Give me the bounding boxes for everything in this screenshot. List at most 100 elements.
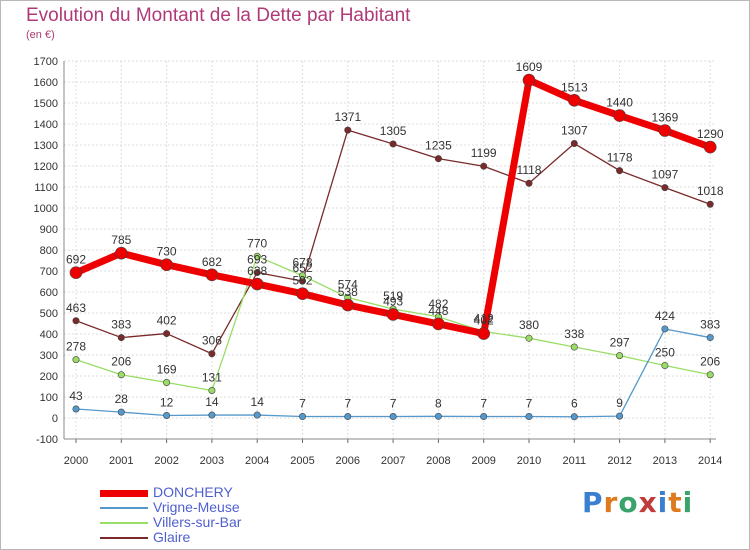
data-label-vrigne-meuse: 7 — [344, 397, 351, 411]
data-point-glaire — [253, 268, 261, 276]
data-point-vrigne-meuse — [480, 413, 488, 421]
data-point-donchery — [522, 73, 536, 87]
logo-letter: o — [618, 486, 639, 519]
data-point-villers-sur-bar — [570, 343, 578, 351]
y-tick-label: 1400 — [34, 119, 58, 131]
data-point-donchery — [613, 109, 626, 122]
x-tick-label: 2000 — [64, 455, 88, 467]
data-label-glaire: 402 — [157, 314, 177, 328]
data-label-vrigne-meuse: 383 — [700, 318, 720, 332]
data-label-vrigne-meuse: 14 — [205, 395, 219, 409]
data-label-glaire: 652 — [292, 261, 312, 275]
data-label-villers-sur-bar: 770 — [247, 236, 267, 250]
y-tick-label: 100 — [40, 392, 58, 404]
data-label-villers-sur-bar: 250 — [655, 346, 675, 360]
data-label-glaire: 463 — [66, 301, 86, 315]
data-point-glaire — [344, 126, 352, 134]
data-label-villers-sur-bar: 169 — [157, 363, 177, 377]
data-point-glaire — [389, 140, 397, 148]
data-label-donchery: 538 — [338, 285, 358, 299]
data-label-villers-sur-bar: 678 — [292, 256, 312, 270]
data-label-vrigne-meuse: 12 — [160, 395, 174, 409]
x-tick-label: 2003 — [200, 455, 224, 467]
y-tick-label: 1700 — [34, 56, 58, 68]
y-tick-label: 700 — [40, 266, 58, 278]
data-point-glaire — [163, 330, 171, 338]
data-label-donchery: 692 — [66, 253, 86, 267]
y-tick-label: 600 — [40, 287, 58, 299]
data-label-vrigne-meuse: 424 — [655, 309, 675, 323]
logo-letter: r — [603, 486, 619, 519]
data-label-glaire: 1018 — [697, 184, 724, 198]
data-label-glaire: 1371 — [334, 110, 361, 124]
x-tick-label: 2007 — [381, 455, 405, 467]
y-tick-label: 800 — [40, 245, 58, 257]
y-tick-label: 200 — [40, 371, 58, 383]
legend-label: Vrigne-Meuse — [153, 499, 240, 515]
y-tick-label: 0 — [52, 413, 58, 425]
data-point-donchery — [205, 268, 219, 282]
x-tick-label: 2012 — [607, 455, 631, 467]
data-point-donchery — [160, 258, 173, 272]
logo-letter: x — [638, 486, 658, 519]
data-label-glaire: 1097 — [652, 168, 679, 182]
data-point-vrigne-meuse — [344, 413, 352, 421]
x-tick-label: 2005 — [290, 455, 314, 467]
data-point-vrigne-meuse — [661, 325, 669, 333]
data-point-glaire — [706, 200, 714, 208]
data-point-villers-sur-bar — [706, 371, 714, 379]
data-point-vrigne-meuse — [434, 412, 442, 420]
data-point-glaire — [525, 179, 533, 187]
data-label-donchery: 1369 — [652, 111, 679, 125]
data-point-villers-sur-bar — [163, 379, 171, 387]
data-point-donchery — [386, 308, 400, 321]
data-label-villers-sur-bar: 412 — [474, 311, 494, 325]
data-point-vrigne-meuse — [72, 405, 80, 413]
data-point-glaire — [117, 334, 125, 342]
series-line-donchery — [480, 76, 714, 338]
data-point-glaire — [72, 317, 80, 325]
x-tick-label: 2010 — [517, 455, 541, 467]
data-point-vrigne-meuse — [253, 411, 261, 419]
data-point-donchery — [658, 124, 672, 137]
y-tick-label: -100 — [36, 434, 58, 446]
data-label-donchery: 402 — [474, 314, 494, 328]
legend-swatch — [100, 537, 148, 539]
x-tick-label: 2013 — [653, 455, 677, 467]
y-tick-label: 900 — [40, 224, 58, 236]
data-label-donchery: 1513 — [561, 80, 588, 94]
data-point-donchery — [341, 298, 355, 312]
data-point-vrigne-meuse — [706, 334, 714, 342]
data-point-vrigne-meuse — [616, 412, 624, 420]
data-label-villers-sur-bar: 206 — [111, 355, 131, 369]
y-tick-label: 1300 — [34, 140, 58, 152]
data-point-vrigne-meuse — [570, 413, 578, 421]
data-point-glaire — [661, 184, 669, 192]
data-label-glaire: 1305 — [380, 124, 407, 138]
logo-letter: i — [682, 486, 694, 519]
data-label-donchery: 1290 — [697, 127, 724, 141]
data-point-villers-sur-bar — [525, 334, 533, 342]
logo-letter: P — [582, 486, 604, 519]
data-label-villers-sur-bar: 482 — [428, 297, 448, 311]
data-label-donchery: 493 — [383, 294, 403, 308]
data-point-donchery — [250, 277, 264, 291]
data-label-vrigne-meuse: 9 — [616, 396, 623, 410]
data-label-donchery: 592 — [292, 274, 312, 288]
data-point-villers-sur-bar — [298, 272, 306, 280]
data-label-donchery: 1609 — [516, 60, 543, 74]
data-point-donchery — [296, 287, 309, 300]
data-point-villers-sur-bar — [72, 356, 80, 364]
data-label-vrigne-meuse: 43 — [69, 389, 83, 403]
data-label-villers-sur-bar: 380 — [519, 318, 539, 332]
data-label-villers-sur-bar: 574 — [338, 277, 358, 291]
y-tick-label: 400 — [40, 329, 58, 341]
legend-label: DONCHERY — [153, 484, 233, 500]
y-tick-label: 1200 — [34, 161, 58, 173]
data-label-glaire: 306 — [202, 334, 222, 348]
data-label-donchery: 730 — [157, 245, 177, 259]
data-point-donchery — [115, 246, 128, 260]
data-label-villers-sur-bar: 206 — [700, 355, 720, 369]
x-tick-label: 2004 — [245, 455, 269, 467]
chart-unit-label: (en €) — [26, 29, 55, 41]
